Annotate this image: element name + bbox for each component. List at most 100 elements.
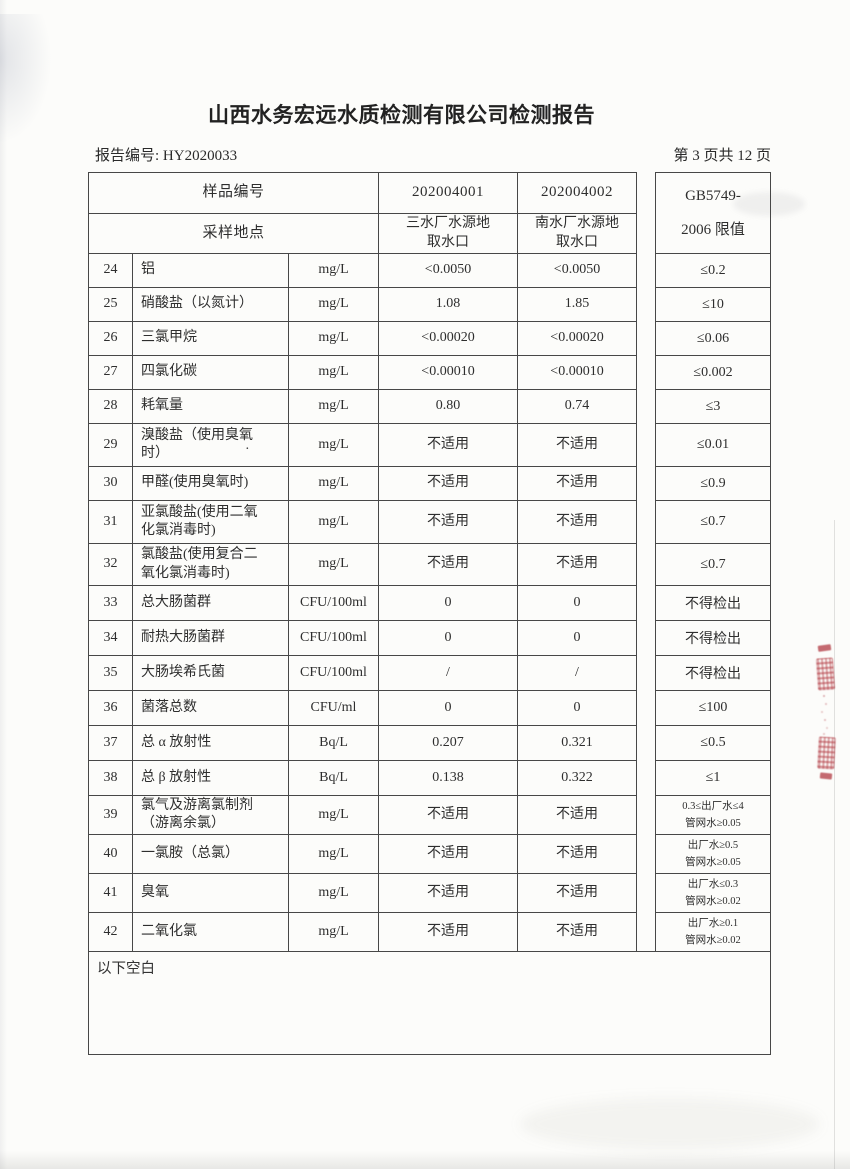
row-number-cell: 28 bbox=[103, 398, 118, 414]
param-name-cell: 硝酸盐（以氮计） bbox=[132, 288, 288, 321]
table-row: 35 大肠埃希氏菌 CFU/100ml / / bbox=[89, 655, 636, 690]
sample2-value-cell: 0 bbox=[517, 691, 636, 725]
location-label-cell: 采样地点 bbox=[202, 224, 265, 241]
table-row: 24 铝 mg/L <0.0050 <0.0050 bbox=[89, 253, 636, 287]
limit-cell: ≤100 bbox=[656, 690, 770, 725]
table-row: 25 硝酸盐（以氮计） mg/L 1.08 1.85 bbox=[89, 287, 636, 321]
sample2-value-cell: <0.00020 bbox=[517, 322, 636, 355]
row-number-cell: 40 bbox=[103, 845, 118, 861]
table-row: 31 亚氯酸盐(使用二氧 化氯消毒时) mg/L 不适用 不适用 bbox=[89, 500, 636, 543]
param-name-cell: 亚氯酸盐(使用二氧 化氯消毒时) bbox=[132, 501, 288, 543]
sample1-value-cell: <0.0050 bbox=[378, 254, 517, 287]
table-row: 37 总 α 放射性 Bq/L 0.207 0.321 bbox=[89, 725, 636, 760]
scan-smudge bbox=[520, 1098, 820, 1150]
row-number-cell: 38 bbox=[103, 769, 118, 785]
sample2-value-cell: 不适用 bbox=[517, 874, 636, 912]
row-number-cell: 37 bbox=[103, 734, 118, 750]
row-number-cell: 31 bbox=[103, 513, 118, 529]
sample1-value-cell: 1.08 bbox=[378, 288, 517, 321]
param-name-cell: 氯气及游离氯制剂 （游离余氯） bbox=[132, 796, 288, 834]
sample2-value-cell: 0.74 bbox=[517, 390, 636, 423]
sample2-value-cell: <0.0050 bbox=[517, 254, 636, 287]
unit-cell: mg/L bbox=[288, 424, 378, 466]
limit-cell: 出厂水≥0.1 管网水≥0.02 bbox=[656, 912, 770, 951]
scan-shadow-top-left bbox=[0, 14, 52, 144]
limit-cell: ≤0.9 bbox=[656, 466, 770, 500]
blank-note: 以下空白 bbox=[97, 961, 155, 977]
unit-cell: Bq/L bbox=[288, 726, 378, 760]
sample1-value-cell: / bbox=[378, 656, 517, 690]
param-name-cell: 菌落总数 bbox=[132, 691, 288, 725]
limit-cell: 出厂水≥0.5 管网水≥0.05 bbox=[656, 834, 770, 873]
table-row: 41 臭氧 mg/L 不适用 不适用 bbox=[89, 873, 636, 912]
results-table: 样品编号 202004001 202004002 采样地点 三水厂水源地 取水口… bbox=[88, 172, 771, 951]
sample1-value-cell: <0.00010 bbox=[378, 356, 517, 389]
param-name-cell: 总 β 放射性 bbox=[132, 761, 288, 795]
limit-cell: ≤1 bbox=[656, 760, 770, 795]
sample2-value-cell: 不适用 bbox=[517, 424, 636, 466]
limit-cell: ≤0.06 bbox=[656, 321, 770, 355]
table-row: 33 总大肠菌群 CFU/100ml 0 0 bbox=[89, 585, 636, 620]
param-name-cell: 四氯化碳 bbox=[132, 356, 288, 389]
main-table: 样品编号 202004001 202004002 采样地点 三水厂水源地 取水口… bbox=[88, 172, 637, 951]
limit-cell: 不得检出 bbox=[656, 585, 770, 620]
table-row: 32 氯酸盐(使用复合二 氧化氯消毒时) mg/L 不适用 不适用 bbox=[89, 543, 636, 585]
limit-cell: 0.3≤出厂水≤4 管网水≥0.05 bbox=[656, 795, 770, 834]
location-cell: 三水厂水源地 取水口 bbox=[378, 214, 517, 253]
sample2-value-cell: 不适用 bbox=[517, 835, 636, 873]
sample2-value-cell: 1.85 bbox=[517, 288, 636, 321]
sample1-value-cell: 不适用 bbox=[378, 501, 517, 543]
sample2-value-cell: 0 bbox=[517, 621, 636, 655]
unit-cell: CFU/100ml bbox=[288, 586, 378, 620]
param-name-cell: 溴酸盐（使用臭氧 时） · bbox=[132, 424, 288, 466]
table-row: 40 一氯胺（总氯） mg/L 不适用 不适用 bbox=[89, 834, 636, 873]
sample1-value-cell: 0.80 bbox=[378, 390, 517, 423]
row-number-cell: 30 bbox=[103, 475, 118, 491]
table-row: 38 总 β 放射性 Bq/L 0.138 0.322 bbox=[89, 760, 636, 795]
row-number-cell: 34 bbox=[103, 629, 118, 645]
limit-cell: ≤0.2 bbox=[656, 253, 770, 287]
table-row: 26 三氯甲烷 mg/L <0.00020 <0.00020 bbox=[89, 321, 636, 355]
sample1-value-cell: 不适用 bbox=[378, 913, 517, 951]
limit-cell: 不得检出 bbox=[656, 620, 770, 655]
unit-cell: mg/L bbox=[288, 796, 378, 834]
param-name-cell: 一氯胺（总氯） bbox=[132, 835, 288, 873]
seal-mark bbox=[819, 772, 833, 780]
unit-cell: mg/L bbox=[288, 356, 378, 389]
row-number-cell: 29 bbox=[103, 436, 118, 452]
table-row: 36 菌落总数 CFU/ml 0 0 bbox=[89, 690, 636, 725]
unit-cell: mg/L bbox=[288, 322, 378, 355]
row-number-cell: 27 bbox=[103, 364, 118, 380]
sample1-value-cell: 不适用 bbox=[378, 874, 517, 912]
sample2-value-cell: 不适用 bbox=[517, 913, 636, 951]
sample1-value-cell: 不适用 bbox=[378, 544, 517, 585]
param-name-cell: 总大肠菌群 bbox=[132, 586, 288, 620]
unit-cell: mg/L bbox=[288, 835, 378, 873]
sample2-value-cell: 0 bbox=[517, 586, 636, 620]
seal-mark bbox=[817, 644, 832, 652]
sample1-value-cell: 不适用 bbox=[378, 835, 517, 873]
page-indicator: 第 3 页共 12 页 bbox=[673, 148, 771, 164]
table-row: 29 溴酸盐（使用臭氧 时） · mg/L 不适用 不适用 bbox=[89, 423, 636, 466]
scan-shadow-bottom bbox=[0, 1151, 850, 1169]
report-meta-row: 报告编号: HY2020033 第 3 页共 12 页 bbox=[88, 144, 771, 165]
unit-cell: mg/L bbox=[288, 501, 378, 543]
sample2-value-cell: 不适用 bbox=[517, 501, 636, 543]
table-row: 39 氯气及游离氯制剂 （游离余氯） mg/L 不适用 不适用 bbox=[89, 795, 636, 834]
row-number-cell: 33 bbox=[103, 594, 118, 610]
limit-cell: 出厂水≤0.3 管网水≥0.02 bbox=[656, 873, 770, 912]
seal-fragment bbox=[815, 644, 837, 785]
sample1-value-cell: 0 bbox=[378, 621, 517, 655]
report-number: 报告编号: HY2020033 bbox=[95, 148, 238, 164]
param-name-cell: 氯酸盐(使用复合二 氧化氯消毒时) bbox=[132, 544, 288, 585]
sample2-value-cell: / bbox=[517, 656, 636, 690]
param-name-cell: 二氧化氯 bbox=[132, 913, 288, 951]
report-title: 山西水务宏远水质检测有限公司检测报告 bbox=[208, 104, 595, 127]
sample1-value-cell: 不适用 bbox=[378, 424, 517, 466]
param-name-cell: 甲醛(使用臭氧时) bbox=[132, 467, 288, 500]
limit-column: GB5749- 2006 限值 ≤0.2 ≤10 ≤0.06 ≤0.002 ≤3… bbox=[655, 172, 771, 951]
table-row: 30 甲醛(使用臭氧时) mg/L 不适用 不适用 bbox=[89, 466, 636, 500]
param-name-cell: 铝 bbox=[132, 254, 288, 287]
unit-cell: CFU/100ml bbox=[288, 621, 378, 655]
report-body: 样品编号 202004001 202004002 采样地点 三水厂水源地 取水口… bbox=[88, 172, 771, 1055]
